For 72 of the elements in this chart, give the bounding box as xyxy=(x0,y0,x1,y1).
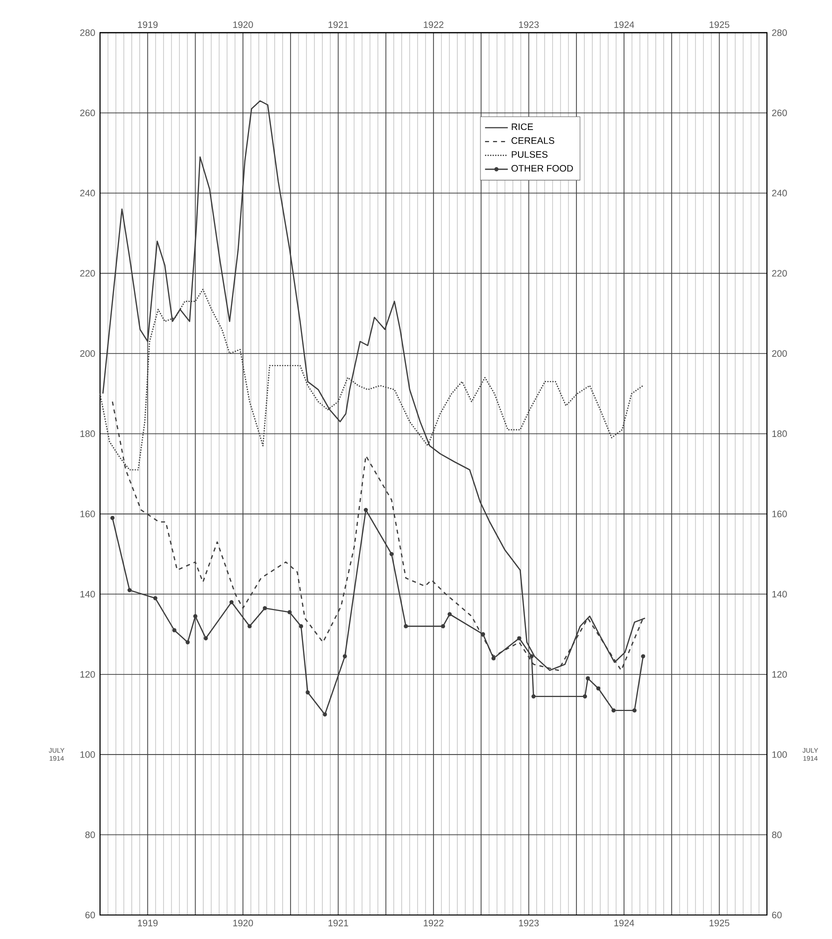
y2-tick-label: 140 xyxy=(772,590,787,598)
point xyxy=(247,624,252,628)
y2-tick-label: 60 xyxy=(772,912,782,918)
x-tick-label: 1919 xyxy=(138,21,158,28)
point xyxy=(204,636,208,640)
point xyxy=(322,712,327,717)
x-tick-label: 1922 xyxy=(424,21,444,28)
point xyxy=(491,656,496,660)
y-tick-label: 200 xyxy=(80,350,95,357)
point xyxy=(404,624,408,628)
y-tick-label: 220 xyxy=(80,270,95,277)
legend-label: RICE xyxy=(512,123,533,130)
x-tick-label: 1921 xyxy=(328,21,348,28)
point xyxy=(185,640,190,644)
y-tick-label: 280 xyxy=(80,29,95,36)
point xyxy=(586,676,590,680)
y2-tick-label: 200 xyxy=(772,350,787,357)
point xyxy=(447,612,452,616)
y2-tick-label: 100 xyxy=(772,751,787,758)
y-tick-label: 100 xyxy=(80,751,95,758)
y2-tick-label: 280 xyxy=(772,29,787,36)
point xyxy=(229,600,234,604)
point xyxy=(127,588,132,592)
y-tick-label: 160 xyxy=(80,510,95,518)
point xyxy=(262,606,267,610)
y-tick-label: 80 xyxy=(85,831,95,838)
y-tick-label: 120 xyxy=(80,671,95,678)
x2-tick-label: 1920 xyxy=(233,920,253,926)
point xyxy=(582,694,587,698)
y-tick-label: 60 xyxy=(85,912,95,918)
y2-tick-label: 180 xyxy=(772,430,787,438)
point xyxy=(632,708,636,713)
point xyxy=(529,654,534,658)
legend-label: CEREALS xyxy=(511,137,554,144)
y2-tick-label: 160 xyxy=(772,510,787,518)
point xyxy=(110,516,114,520)
y-tick-label: 140 xyxy=(80,590,95,598)
point xyxy=(287,610,292,614)
point xyxy=(596,686,600,690)
point xyxy=(298,624,303,628)
point xyxy=(640,654,646,658)
y2-tick-label: 260 xyxy=(772,110,787,116)
x2-tick-label: 1921 xyxy=(328,920,348,926)
y2-tick-label: 80 xyxy=(772,831,782,838)
y2-tick-label: 120 xyxy=(772,671,787,678)
x-tick-label: 1925 xyxy=(709,21,730,28)
y-tick-label: 180 xyxy=(80,430,95,438)
legend-label: OTHER FOOD xyxy=(511,165,573,172)
point xyxy=(517,636,522,640)
y2-tick-label: 220 xyxy=(772,270,787,277)
x-tick-label: 1923 xyxy=(518,21,539,28)
point xyxy=(440,624,445,628)
x2-tick-label: 1922 xyxy=(424,920,444,926)
y-tick-label: 260 xyxy=(80,110,95,116)
y2-tick-label: 240 xyxy=(772,190,787,196)
point xyxy=(611,708,616,713)
point xyxy=(172,628,176,632)
y-tick-label: 240 xyxy=(80,190,95,196)
x2-tick-label: 1924 xyxy=(614,920,634,926)
point xyxy=(389,552,394,556)
point xyxy=(531,694,536,698)
x-tick-label: 1920 xyxy=(233,21,253,28)
legend-label: PULSES xyxy=(512,151,548,158)
point xyxy=(364,508,368,512)
point xyxy=(193,614,198,618)
point xyxy=(153,596,158,600)
point xyxy=(342,654,347,658)
x2-tick-label: 1925 xyxy=(709,920,730,926)
x2-tick-label: 1919 xyxy=(138,920,158,926)
x-tick-label: 1924 xyxy=(614,21,634,28)
x2-tick-label: 1923 xyxy=(518,920,539,926)
point xyxy=(306,690,310,694)
